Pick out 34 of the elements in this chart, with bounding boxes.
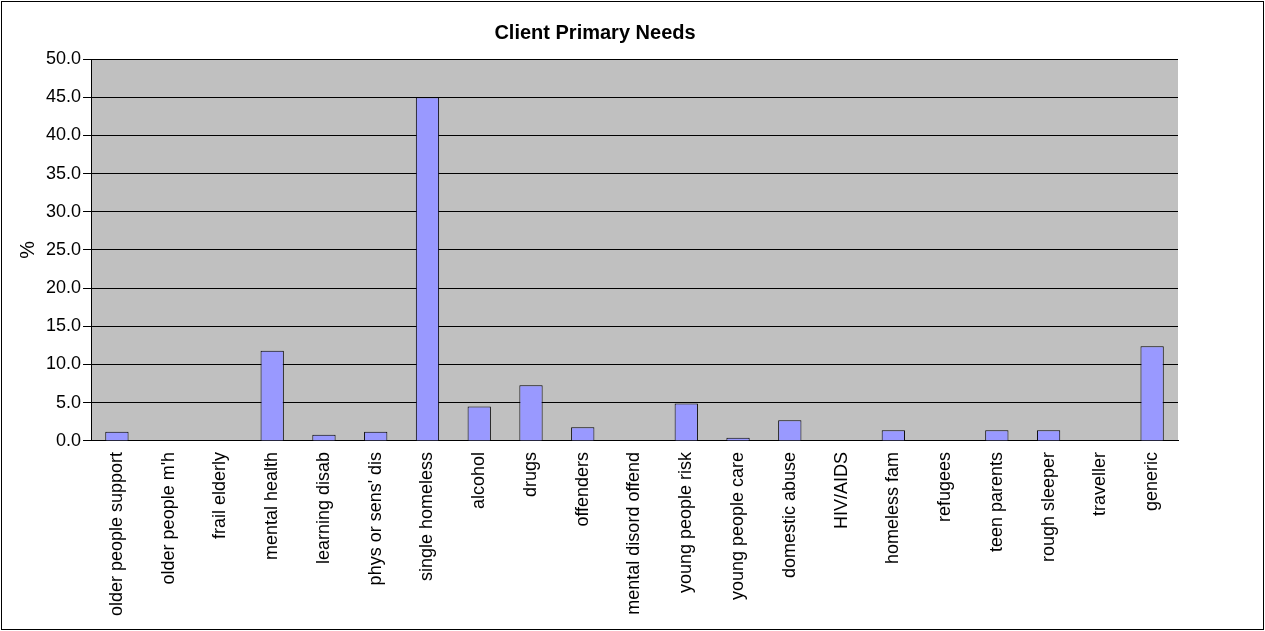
y-tick-label: 50.0 — [45, 47, 82, 68]
x-tick-label: drugs — [519, 451, 540, 497]
x-tick-label: older people support — [105, 451, 126, 617]
x-tick-label: alcohol — [468, 451, 489, 509]
x-tick-label: traveller — [1089, 451, 1110, 516]
x-tick-label: generic — [1141, 451, 1162, 511]
y-tick-label: 40.0 — [45, 124, 82, 145]
y-tick-label: 35.0 — [45, 162, 82, 183]
y-tick-label: 25.0 — [45, 238, 82, 259]
chart-title: Client Primary Needs — [494, 20, 696, 43]
x-tick-label: mental health — [261, 451, 282, 560]
y-tick-label: 45.0 — [45, 86, 82, 107]
x-tick-label: teen parents — [985, 451, 1006, 552]
x-tick-label: single homeless — [416, 451, 437, 581]
x-tick-label: offenders — [571, 451, 592, 527]
x-tick-label: frail elderly — [209, 451, 230, 539]
y-tick-label: 0.0 — [56, 429, 82, 450]
x-tick-label: young people risk — [675, 450, 696, 593]
y-tick-label: 20.0 — [45, 277, 82, 298]
x-tick-label: HIV/AIDS — [830, 451, 851, 529]
x-tick-label: phys or sens' dis — [364, 451, 385, 586]
x-tick-label: domestic abuse — [778, 451, 799, 578]
x-tick-label: older people m'h — [157, 451, 178, 585]
x-tick-label: learning disab — [312, 451, 333, 564]
x-tick-label: rough sleeper — [1037, 451, 1058, 562]
y-axis-title: % — [15, 240, 38, 259]
y-tick-label: 10.0 — [45, 353, 82, 374]
x-tick-label: young people care — [727, 451, 748, 601]
y-tick-label: 5.0 — [56, 391, 82, 412]
x-tick-label: mental disord offend — [623, 451, 644, 615]
y-tick-label: 15.0 — [45, 315, 82, 336]
x-tick-label: refugees — [934, 451, 955, 522]
x-tick-label: homeless fam — [882, 451, 903, 564]
y-tick-label: 30.0 — [45, 200, 82, 221]
